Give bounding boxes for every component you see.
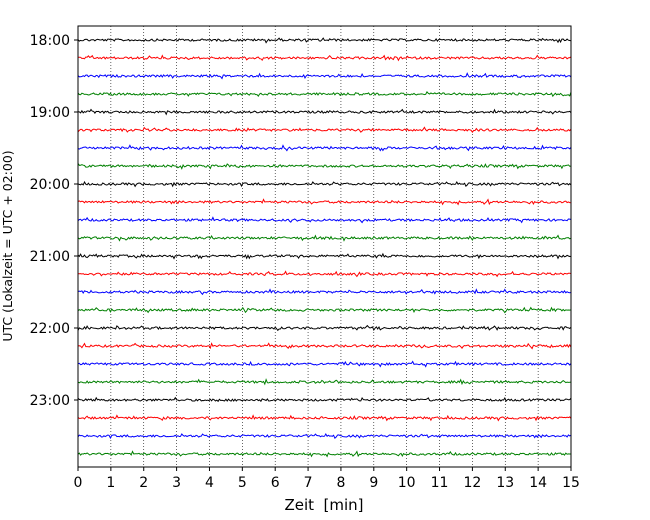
trace-1945 [77, 163, 572, 170]
trace-2215 [77, 342, 572, 350]
x-tick-label: 6 [271, 475, 280, 491]
y-tick-label: 18:00 [30, 33, 70, 49]
y-tick-label: 20:00 [30, 177, 70, 193]
y-axis-label: UTC (Lokalzeit = UTC + 02:00) [0, 150, 15, 341]
plot-frame [77, 25, 572, 468]
x-tick-label: 15 [562, 475, 580, 491]
trace-1845 [77, 91, 572, 98]
trace-1930 [77, 144, 572, 152]
trace-2130 [77, 288, 572, 296]
y-tick-label: 23:00 [30, 393, 70, 409]
trace-1800 [77, 37, 572, 44]
trace-2300 [77, 396, 572, 403]
y-axis-ticks: 18:00 19:00 20:00 21:00 22:00 23:00 [30, 33, 78, 409]
trace-2345 [77, 450, 571, 458]
trace-2100 [77, 252, 572, 260]
x-tick-label: 9 [369, 475, 378, 491]
trace-2045 [77, 234, 572, 242]
trace-1900 [77, 108, 572, 116]
y-tick-label: 21:00 [30, 249, 70, 265]
trace-1915 [77, 126, 572, 133]
x-tick-label: 14 [529, 475, 547, 491]
y-tick-label: 19:00 [30, 105, 70, 121]
x-tick-label: 13 [496, 475, 514, 491]
seismogram-traces [77, 37, 572, 458]
x-tick-label: 2 [139, 475, 148, 491]
x-tick-label: 8 [336, 475, 345, 491]
x-tick-label: 7 [304, 475, 313, 491]
x-axis-ticks: 0 1 2 3 4 5 6 7 8 9 10 11 12 13 14 15 [74, 467, 580, 491]
trace-2330 [77, 433, 572, 440]
trace-2230 [77, 360, 572, 368]
x-tick-label: 10 [398, 475, 416, 491]
trace-2245 [77, 378, 572, 386]
trace-1815 [78, 54, 572, 62]
x-axis-label: Zeit [min] [284, 496, 363, 514]
trace-2315 [77, 414, 572, 422]
x-tick-label: 5 [238, 475, 247, 491]
trace-2000 [77, 180, 572, 188]
trace-2145 [77, 306, 572, 314]
x-tick-label: 4 [205, 475, 214, 491]
trace-1830 [77, 72, 572, 80]
trace-2015 [77, 198, 572, 206]
x-tick-label: 0 [74, 475, 83, 491]
minute-gridlines [110, 26, 539, 467]
trace-2030 [77, 216, 572, 224]
y-tick-label: 22:00 [30, 321, 70, 337]
x-tick-label: 12 [463, 475, 481, 491]
x-tick-label: 3 [172, 475, 181, 491]
trace-2200 [77, 324, 572, 332]
x-tick-label: 11 [431, 475, 449, 491]
trace-2115 [78, 270, 572, 278]
x-tick-label: 1 [106, 475, 115, 491]
